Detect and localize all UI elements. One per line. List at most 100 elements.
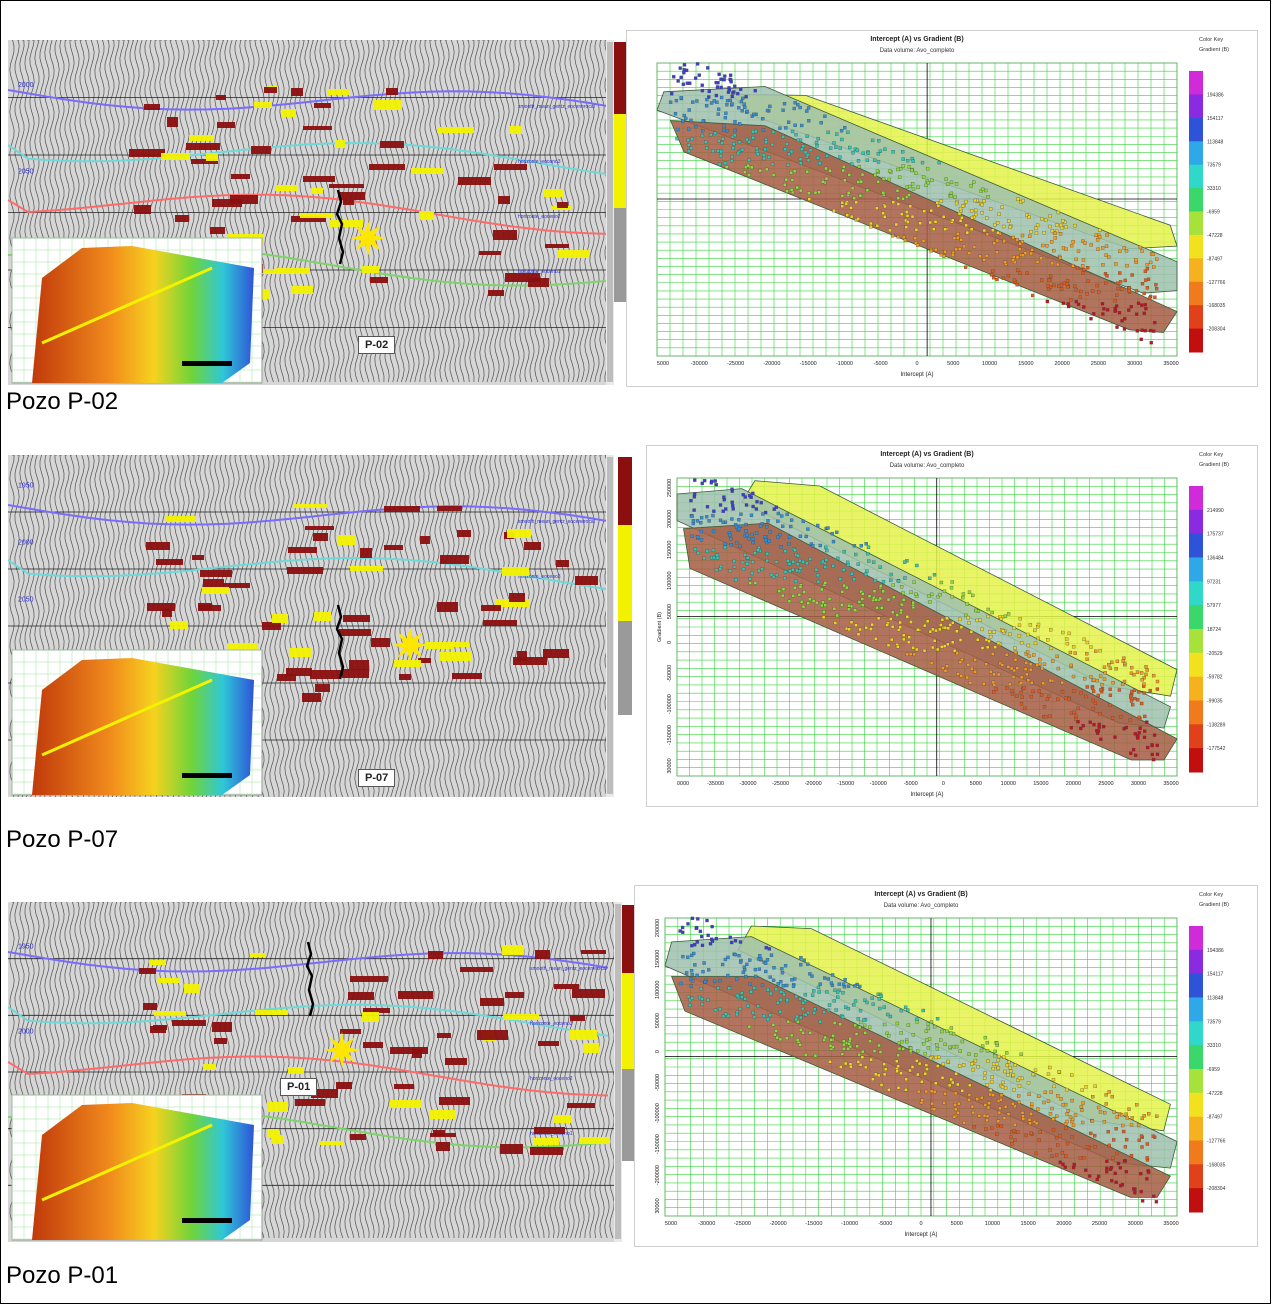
- x-tick-label: 25000: [1092, 1221, 1107, 1227]
- seismic-section: 195020002050210021502200smooth_mean_gent…: [8, 455, 608, 797]
- horizon-label: horizonte_eoceno1: [518, 269, 561, 275]
- chart-title: Intercept (A) vs Gradient (B): [874, 891, 967, 898]
- x-tick-label: -25000: [727, 361, 744, 367]
- well-log-curve: [335, 189, 345, 265]
- target-star-icon: [324, 1032, 360, 1068]
- y-tick-label: 100000: [667, 571, 673, 589]
- scatter-points: [689, 478, 1160, 762]
- depth-tick-label: 2000: [18, 540, 34, 547]
- vertical-scrollbar[interactable]: [614, 902, 622, 1242]
- color-key-value: -20529: [1207, 651, 1223, 657]
- color-key-value: -6959: [1207, 1067, 1220, 1073]
- x-tick-label: 0: [942, 781, 945, 787]
- location-map-inset: [11, 1094, 263, 1241]
- well-label: P-01: [280, 1078, 318, 1096]
- x-tick-label: -10000: [836, 361, 853, 367]
- well-log-curve: [305, 941, 315, 1017]
- color-key-value: -47228: [1207, 233, 1223, 239]
- horizon-line: [8, 193, 608, 235]
- seismic-section: 1950200020502100smooth_mean_gentz_eocene…: [8, 902, 620, 1242]
- avo-crossplot: Intercept (A) vs Gradient (B) Data volume…: [646, 445, 1258, 807]
- y-tick-label: 30000: [655, 1198, 661, 1213]
- vertical-scrollbar[interactable]: [606, 455, 614, 797]
- color-key-value: 194386: [1207, 948, 1224, 954]
- chart-title: Intercept (A) vs Gradient (B): [870, 36, 963, 43]
- crossplot-svg: Intercept (A) vs Gradient (B) Data volume…: [656, 36, 1229, 378]
- color-key-value: -87497: [1207, 1115, 1223, 1121]
- color-key-value: -138289: [1207, 722, 1226, 728]
- color-key-title: Color Key: [1199, 452, 1223, 458]
- y-axis-label: Gradient (B): [657, 612, 663, 642]
- color-key-value: -6959: [1207, 210, 1220, 216]
- color-key-value: -208304: [1207, 1186, 1226, 1192]
- x-tick-label: -25000: [734, 1221, 751, 1227]
- depth-tick-label: 2000: [18, 1029, 34, 1036]
- x-tick-label: 20000: [1056, 1221, 1071, 1227]
- x-tick-label: 10000: [985, 1221, 1000, 1227]
- zone-polygon-zone1: [683, 522, 1178, 761]
- zone-color-bar: [622, 905, 636, 1161]
- y-tick-label: -150000: [667, 725, 673, 745]
- x-tick-label: -20000: [770, 1221, 787, 1227]
- location-map-inset: [11, 237, 263, 384]
- color-key-value: -99035: [1207, 699, 1223, 705]
- x-tick-label: -5000: [878, 1221, 892, 1227]
- zone-color-bar: [614, 42, 628, 302]
- depth-tick-label: 2050: [18, 597, 34, 604]
- horizon-label: smooth_mean_gentz_eocenerocal: [530, 966, 607, 972]
- color-key-value: 175737: [1207, 532, 1224, 538]
- x-tick-label: 25000: [1098, 781, 1113, 787]
- scatter-points: [668, 62, 1159, 345]
- y-tick-label: 250000: [667, 479, 673, 497]
- color-key-value: 33310: [1207, 1043, 1221, 1049]
- y-tick-label: 150000: [655, 950, 661, 968]
- x-tick-label: -5000: [874, 361, 888, 367]
- well-log-curve: [335, 604, 345, 680]
- x-tick-label: -15000: [805, 1221, 822, 1227]
- x-tick-label: 35000: [1163, 361, 1178, 367]
- x-axis-label: Intercept (A): [904, 1232, 937, 1238]
- color-key-value: 154117: [1207, 116, 1224, 122]
- color-key-value: 33310: [1207, 186, 1221, 192]
- x-tick-label: 30000: [1128, 1221, 1143, 1227]
- horizon-label: smooth_mean_gentz_eocenerocal: [518, 104, 595, 110]
- chart-subtitle: Data volume: Avo_completo: [880, 48, 955, 54]
- chart-subtitle: Data volume: Avo_completo: [884, 903, 959, 909]
- x-axis-label: Intercept (A): [910, 792, 943, 798]
- y-tick-label: -50000: [655, 1074, 661, 1091]
- panel-caption: Pozo P-07: [6, 826, 119, 853]
- location-map-inset: [11, 649, 263, 796]
- panel-caption: Pozo P-02: [6, 388, 119, 415]
- y-tick-label: 50000: [667, 604, 673, 619]
- color-key-value: -208304: [1207, 327, 1226, 333]
- chart-subtitle: Data volume: Avo_completo: [890, 463, 965, 469]
- y-tick-label: 100000: [655, 981, 661, 999]
- y-tick-label: 0: [667, 641, 673, 644]
- horizon-label: horizonte_eoceno2: [530, 1076, 573, 1082]
- x-tick-label: 30000: [1127, 361, 1142, 367]
- y-tick-label: -100000: [655, 1103, 661, 1123]
- x-tick-label: -30000: [691, 361, 708, 367]
- color-key-value: 194386: [1207, 92, 1224, 98]
- x-axis-label: Intercept (A): [900, 372, 933, 378]
- horizon-label: smooth_mean_gentz_eocenerocal: [518, 519, 595, 525]
- depth-tick-label: 2000: [18, 82, 34, 89]
- seismic-image: 195020002050210021502200smooth_mean_gent…: [8, 455, 608, 797]
- x-tick-label: -15000: [837, 781, 854, 787]
- color-key-attribute: Gradient (B): [1199, 462, 1229, 468]
- color-key-value: -87497: [1207, 256, 1223, 262]
- crossplot-svg: Intercept (A) vs Gradient (B) Data volume…: [657, 451, 1229, 798]
- color-key-value: 214990: [1207, 508, 1224, 514]
- color-key-attribute: Gradient (B): [1199, 902, 1229, 908]
- x-tick-label: 5000: [947, 361, 959, 367]
- color-key-value: -127766: [1207, 280, 1226, 286]
- color-key-value: 57977: [1207, 603, 1221, 609]
- zone-color-bar: [618, 457, 632, 715]
- x-tick-label: 0000: [677, 781, 689, 787]
- x-tick-label: -20000: [763, 361, 780, 367]
- y-tick-label: 150000: [667, 541, 673, 559]
- x-tick-label: 0: [915, 361, 918, 367]
- vertical-scrollbar[interactable]: [606, 40, 614, 385]
- y-tick-label: -200000: [655, 1165, 661, 1185]
